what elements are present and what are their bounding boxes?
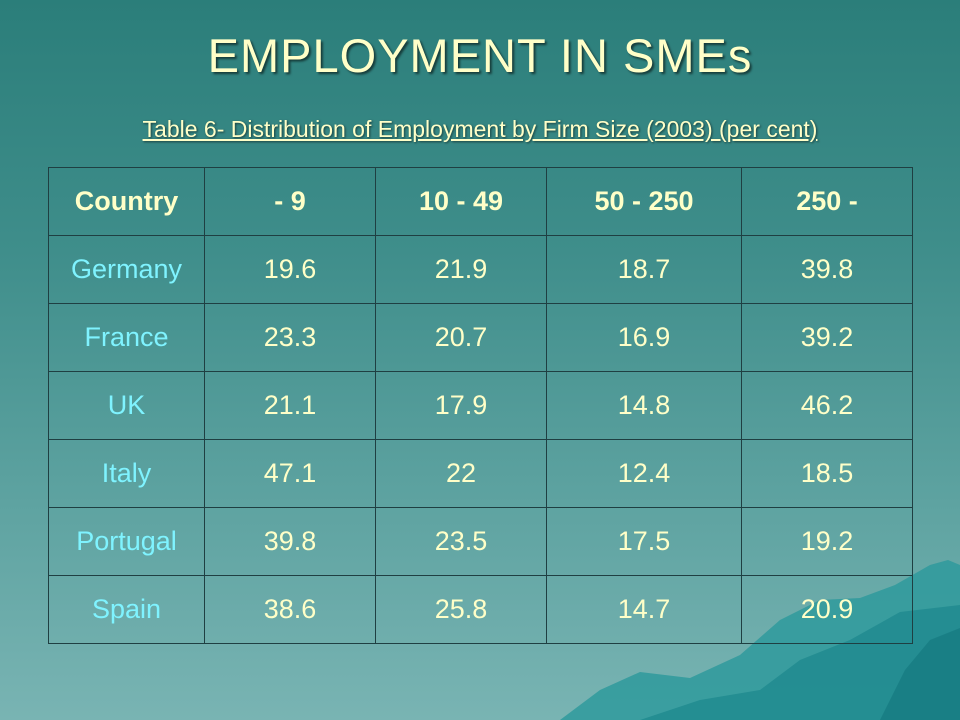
column-header-size-0-9: - 9 xyxy=(204,167,376,236)
value-cell: 39.8 xyxy=(204,507,376,576)
value-cell: 23.3 xyxy=(204,303,376,372)
value-cell: 16.9 xyxy=(546,303,742,372)
column-header-size-50-250: 50 - 250 xyxy=(546,167,742,236)
country-cell: UK xyxy=(48,371,205,440)
value-cell: 39.8 xyxy=(741,235,913,304)
value-cell: 22 xyxy=(375,439,547,508)
value-cell: 20.7 xyxy=(375,303,547,372)
value-cell: 14.8 xyxy=(546,371,742,440)
table-caption: Table 6- Distribution of Employment by F… xyxy=(142,116,818,142)
country-cell: France xyxy=(48,303,205,372)
value-cell: 46.2 xyxy=(741,371,913,440)
country-cell: Spain xyxy=(48,575,205,644)
value-cell: 18.7 xyxy=(546,235,742,304)
value-cell: 14.7 xyxy=(546,575,742,644)
table-row: Germany 19.6 21.9 18.7 39.8 xyxy=(48,235,913,304)
value-cell: 19.6 xyxy=(204,235,376,304)
value-cell: 20.9 xyxy=(741,575,913,644)
header-row: Country - 9 10 - 49 50 - 250 250 - xyxy=(48,167,913,236)
column-header-country: Country xyxy=(48,167,205,236)
table-row: Spain 38.6 25.8 14.7 20.9 xyxy=(48,575,913,644)
value-cell: 17.5 xyxy=(546,507,742,576)
employment-table: Country - 9 10 - 49 50 - 250 250 - Germa… xyxy=(48,167,913,644)
value-cell: 19.2 xyxy=(741,507,913,576)
value-cell: 17.9 xyxy=(375,371,547,440)
value-cell: 39.2 xyxy=(741,303,913,372)
column-header-size-10-49: 10 - 49 xyxy=(375,167,547,236)
slide-title: EMPLOYMENT IN SMEs xyxy=(207,29,753,82)
value-cell: 21.1 xyxy=(204,371,376,440)
table-row: UK 21.1 17.9 14.8 46.2 xyxy=(48,371,913,440)
country-cell: Portugal xyxy=(48,507,205,576)
country-cell: Germany xyxy=(48,235,205,304)
value-cell: 25.8 xyxy=(375,575,547,644)
table-row: France 23.3 20.7 16.9 39.2 xyxy=(48,303,913,372)
value-cell: 23.5 xyxy=(375,507,547,576)
value-cell: 47.1 xyxy=(204,439,376,508)
value-cell: 21.9 xyxy=(375,235,547,304)
table-row: Italy 47.1 22 12.4 18.5 xyxy=(48,439,913,508)
column-header-size-250-plus: 250 - xyxy=(741,167,913,236)
value-cell: 12.4 xyxy=(546,439,742,508)
value-cell: 38.6 xyxy=(204,575,376,644)
table-row: Portugal 39.8 23.5 17.5 19.2 xyxy=(48,507,913,576)
country-cell: Italy xyxy=(48,439,205,508)
value-cell: 18.5 xyxy=(741,439,913,508)
